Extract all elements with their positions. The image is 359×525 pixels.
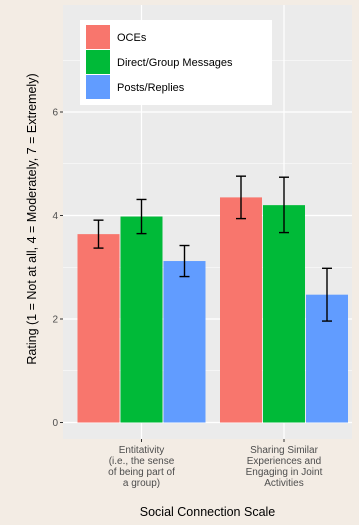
y-tick-label: 4: [52, 211, 58, 222]
y-axis-title: Rating (1 = Not at all, 4 = Moderately, …: [25, 73, 39, 364]
x-tick-label: Entitativity (i.e., the sense of being par…: [108, 445, 175, 489]
legend: OCEs Direct/Group Messages Posts/Replies: [80, 20, 272, 105]
bar: [77, 234, 120, 423]
bar-series: [77, 197, 348, 423]
y-axis-ticks: 0 2 4 6: [52, 108, 63, 429]
x-tick-label: Sharing Similar Experiences and Engaging i…: [246, 445, 323, 489]
bar: [263, 205, 305, 423]
legend-label: OCEs: [117, 32, 147, 44]
legend-label: Direct/Group Messages: [117, 57, 233, 69]
x-axis-ticks: Entitativity (i.e., the sense of being par…: [108, 439, 323, 489]
legend-key: [86, 75, 110, 99]
y-tick-label: 6: [52, 108, 58, 119]
bar: [163, 261, 206, 423]
legend-key: [86, 50, 110, 74]
error-bars: [93, 175, 332, 322]
legend-box: [80, 20, 272, 105]
legend-key: [86, 25, 110, 49]
y-tick-label: 0: [52, 418, 58, 429]
bar: [120, 216, 163, 423]
legend-label: Posts/Replies: [117, 82, 185, 94]
x-axis-title: Social Connection Scale: [140, 505, 276, 519]
bar: [220, 197, 262, 423]
y-tick-label: 2: [52, 315, 58, 326]
